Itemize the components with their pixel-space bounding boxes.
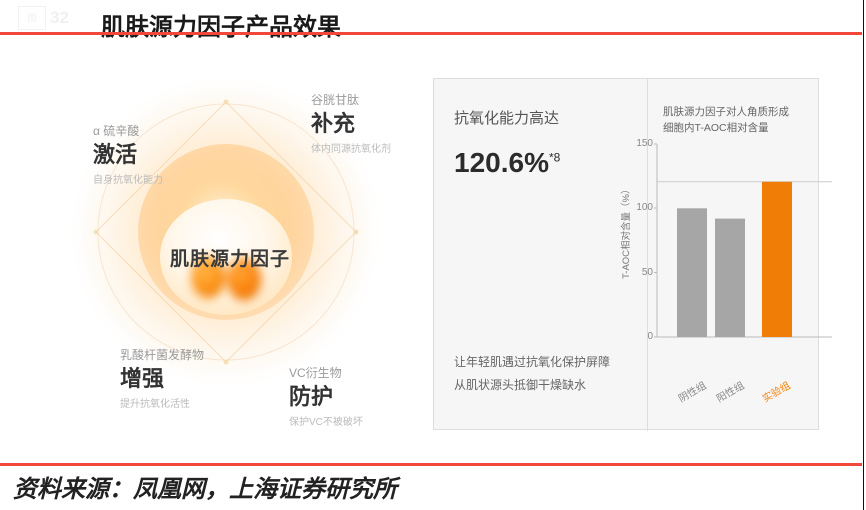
svg-text:T-AOC相对含量（%）: T-AOC相对含量（%） xyxy=(620,185,632,279)
